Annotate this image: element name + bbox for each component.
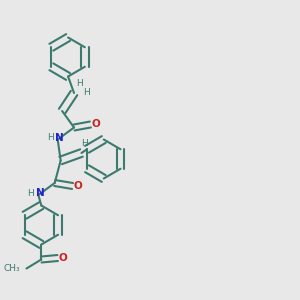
Text: H: H — [28, 189, 34, 198]
Text: O: O — [92, 119, 100, 130]
Text: O: O — [59, 253, 68, 263]
Text: O: O — [74, 181, 82, 191]
Text: N: N — [56, 133, 64, 143]
Text: N: N — [36, 188, 45, 199]
Text: H: H — [83, 88, 90, 98]
Text: H: H — [81, 140, 88, 148]
Text: CH₃: CH₃ — [4, 264, 20, 273]
Text: H: H — [76, 80, 83, 88]
Text: H: H — [47, 134, 54, 142]
